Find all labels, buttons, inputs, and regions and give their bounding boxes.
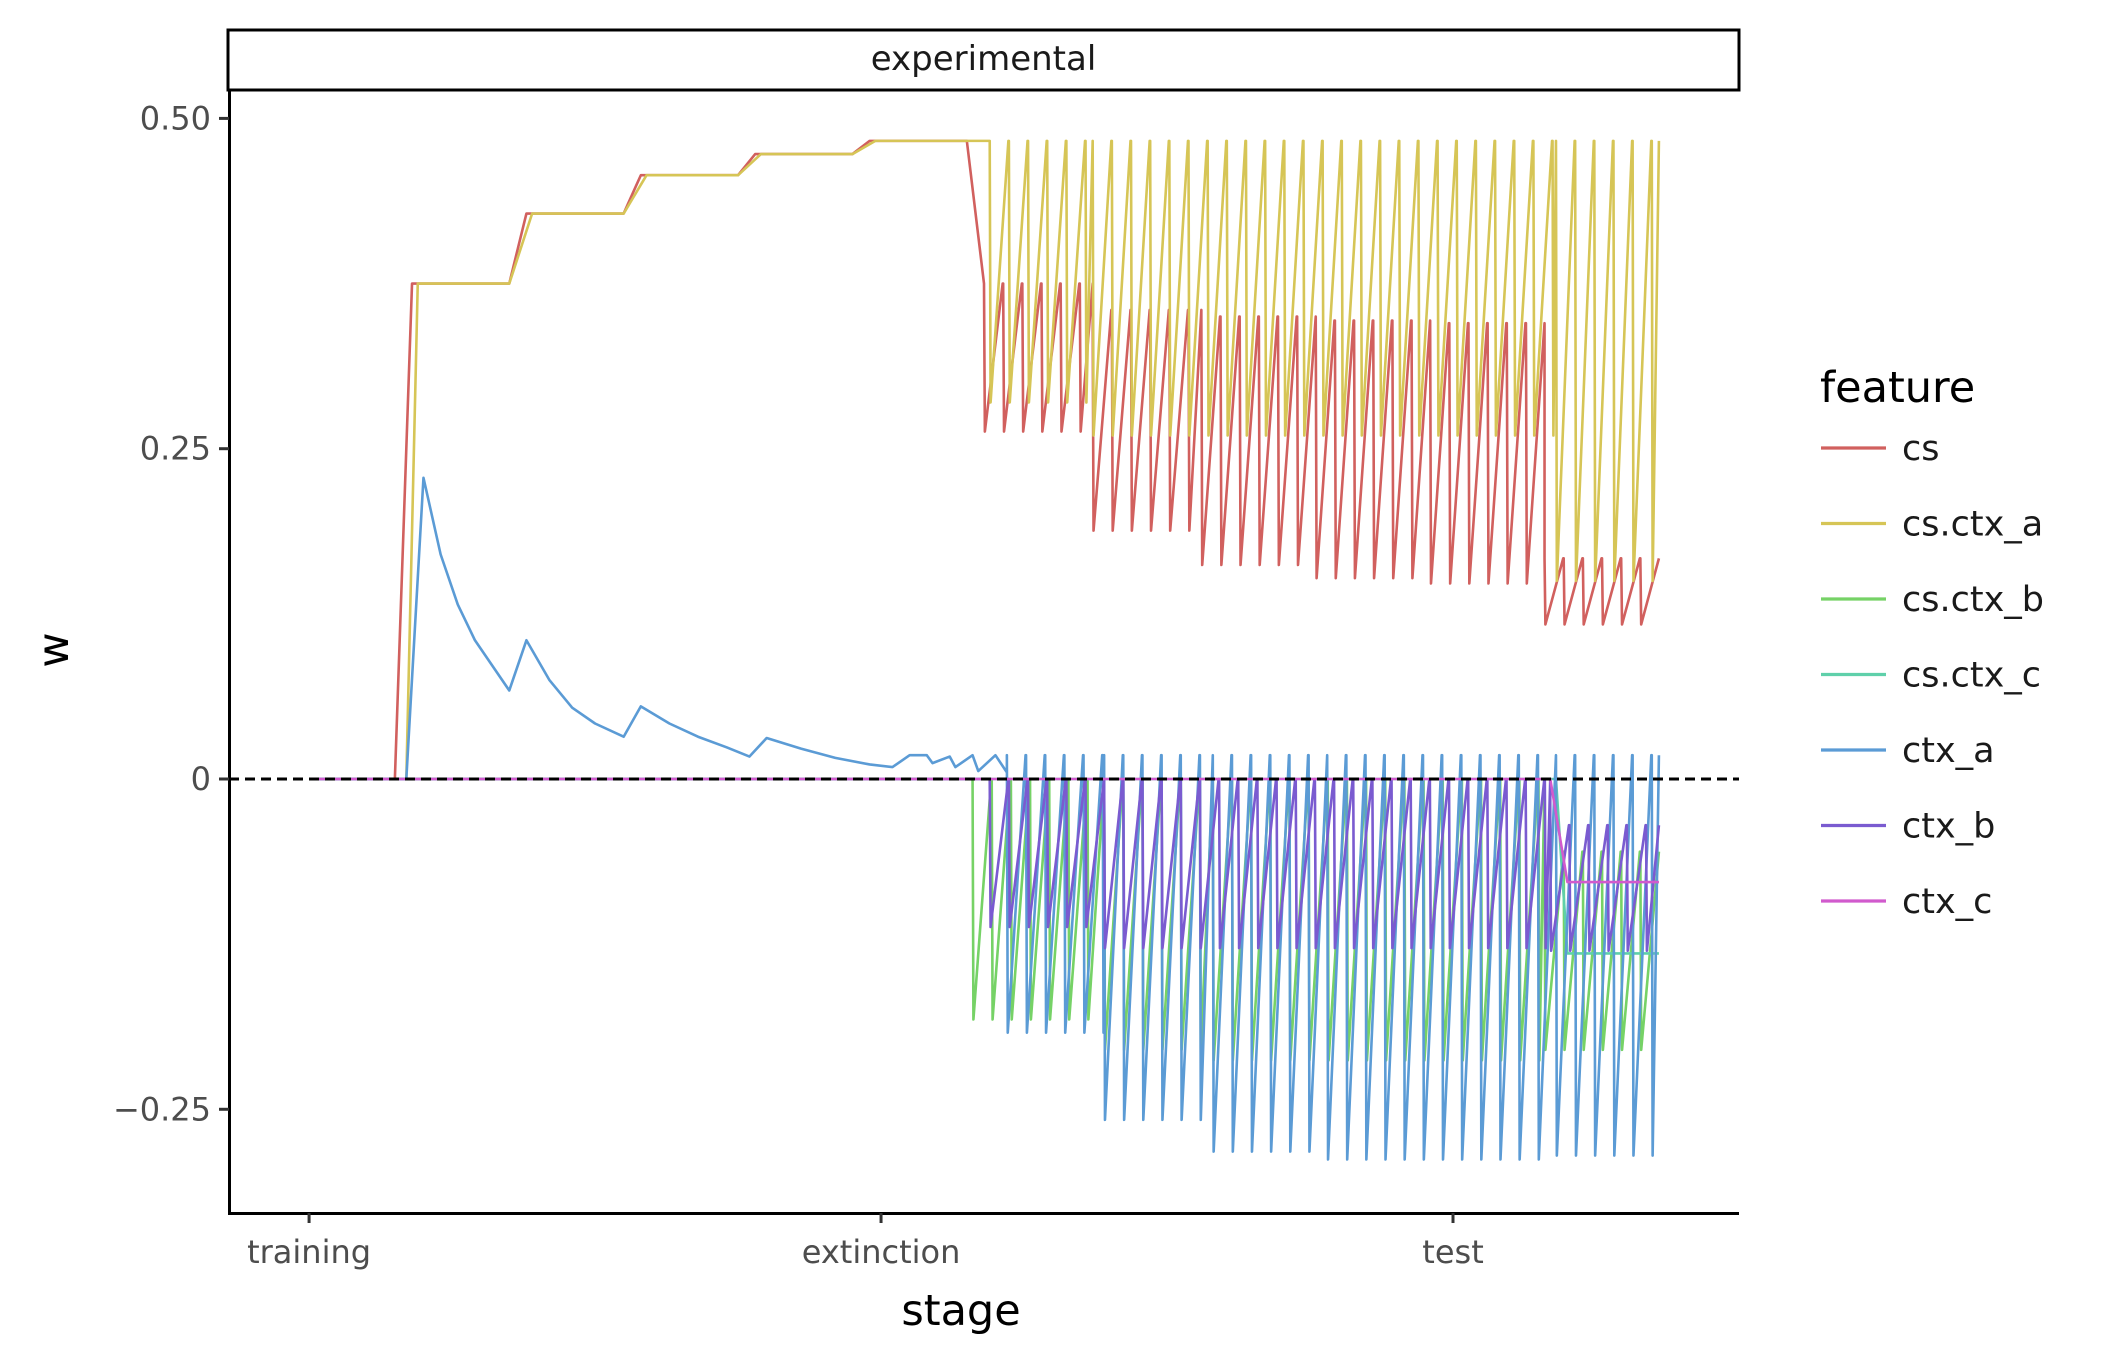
y-tick-label: 0.25	[140, 430, 211, 468]
y-axis-ticks: 0.50 0.25 0 −0.25	[113, 99, 229, 1128]
legend: feature cscs.ctx_acs.ctx_bcs.ctx_cctx_ac…	[1820, 363, 2044, 922]
legend-label: cs.ctx_a	[1902, 505, 2043, 545]
legend-label: ctx_c	[1902, 882, 1992, 922]
facet-strip-label: experimental	[871, 39, 1097, 79]
x-axis-title: stage	[901, 1286, 1020, 1336]
y-tick-label: 0.50	[140, 99, 211, 137]
series-line-cs	[309, 139, 1661, 781]
legend-label: cs.ctx_b	[1902, 580, 2044, 620]
legend-items: cs cs.ctx_a cs.ctx_b cs.ctx_c ctx_a ctx_b ctx_…	[1821, 429, 2044, 922]
series-line-ctx-a	[309, 476, 1661, 1161]
x-tick-label: extinction	[802, 1233, 961, 1271]
x-tick-label: test	[1422, 1233, 1483, 1271]
plot-area	[228, 90, 1739, 1215]
x-axis-ticks: training extinction test	[247, 1213, 1484, 1271]
y-axis-title: w	[29, 632, 79, 667]
y-tick-label: −0.25	[113, 1090, 211, 1128]
facet-strip: experimental	[226, 28, 1741, 92]
legend-label: ctx_b	[1902, 807, 1995, 847]
legend-label: ctx_a	[1902, 731, 1995, 771]
x-tick-label: training	[247, 1233, 371, 1271]
y-tick-label: 0	[191, 760, 211, 798]
legend-label: cs.ctx_c	[1902, 656, 2041, 696]
legend-label: cs	[1902, 429, 1939, 469]
series-line-cs-ctx-a	[309, 139, 1661, 781]
series-line-ctx-c	[309, 777, 1659, 884]
facet-strip-box	[226, 28, 1741, 92]
legend-title: feature	[1820, 363, 1975, 413]
